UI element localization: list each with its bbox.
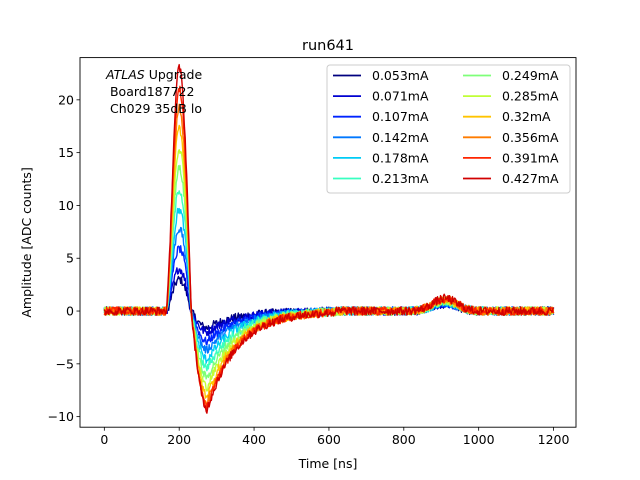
legend-label-0.249mA: 0.249mA — [502, 68, 559, 83]
legend-label-0.285mA: 0.285mA — [502, 89, 559, 104]
x-tick-label-200: 200 — [167, 432, 191, 447]
x-tick-label-800: 800 — [392, 432, 416, 447]
y-axis-label: Amplitude [ADC counts] — [19, 167, 34, 317]
y-tick-label-5: 5 — [66, 251, 74, 266]
legend-label-0.356mA: 0.356mA — [502, 130, 559, 145]
x-tick-label-0: 0 — [100, 432, 108, 447]
y-tick-label--5: −5 — [56, 356, 74, 371]
legend-label-0.142mA: 0.142mA — [372, 130, 429, 145]
legend-label-0.427mA: 0.427mA — [502, 171, 559, 186]
series-layer — [103, 63, 555, 414]
y-axis: −10 −5 0 5 10 15 20 — [48, 92, 80, 424]
annotation-line-3: Ch029 35dB lo — [106, 101, 202, 116]
legend-label-0.32mA: 0.32mA — [502, 109, 551, 124]
legend-label-0.391mA: 0.391mA — [502, 150, 559, 165]
y-tick-label-15: 15 — [58, 145, 74, 160]
legend-label-0.178mA: 0.178mA — [372, 150, 429, 165]
annotation-upgrade: Upgrade — [145, 67, 203, 82]
annotation-line-2: Board187722 — [106, 84, 194, 99]
plot-frame — [79, 57, 577, 428]
y-tick-label-0: 0 — [66, 304, 74, 319]
atlas-annotation: ATLAS Upgrade Board187722 Ch029 35dB lo — [105, 67, 202, 116]
series-line-0.427mA — [103, 63, 555, 414]
x-tick-label-400: 400 — [242, 432, 266, 447]
annotation-atlas: ATLAS — [105, 67, 145, 82]
legend-label-0.053mA: 0.053mA — [372, 68, 429, 83]
legend: 0.053mA 0.071mA 0.107mA 0.142mA 0.178mA 0.213… — [326, 64, 571, 194]
chart-title: run641 — [302, 38, 354, 54]
y-tick-label--10: −10 — [48, 409, 74, 424]
legend-box — [326, 64, 571, 194]
x-tick-label-1200: 1200 — [538, 432, 570, 447]
y-tick-label-10: 10 — [58, 198, 74, 213]
x-tick-label-1000: 1000 — [463, 432, 495, 447]
x-axis-label: Time [ns] — [298, 456, 358, 471]
legend-label-0.213mA: 0.213mA — [372, 171, 429, 186]
y-tick-label-20: 20 — [58, 92, 74, 107]
legend-label-0.071mA: 0.071mA — [372, 89, 429, 104]
annotation-line-1: ATLAS Upgrade — [105, 67, 202, 82]
x-axis: 0 200 400 600 800 1000 1200 — [100, 427, 569, 447]
legend-label-0.107mA: 0.107mA — [372, 109, 429, 124]
x-tick-label-600: 600 — [317, 432, 341, 447]
